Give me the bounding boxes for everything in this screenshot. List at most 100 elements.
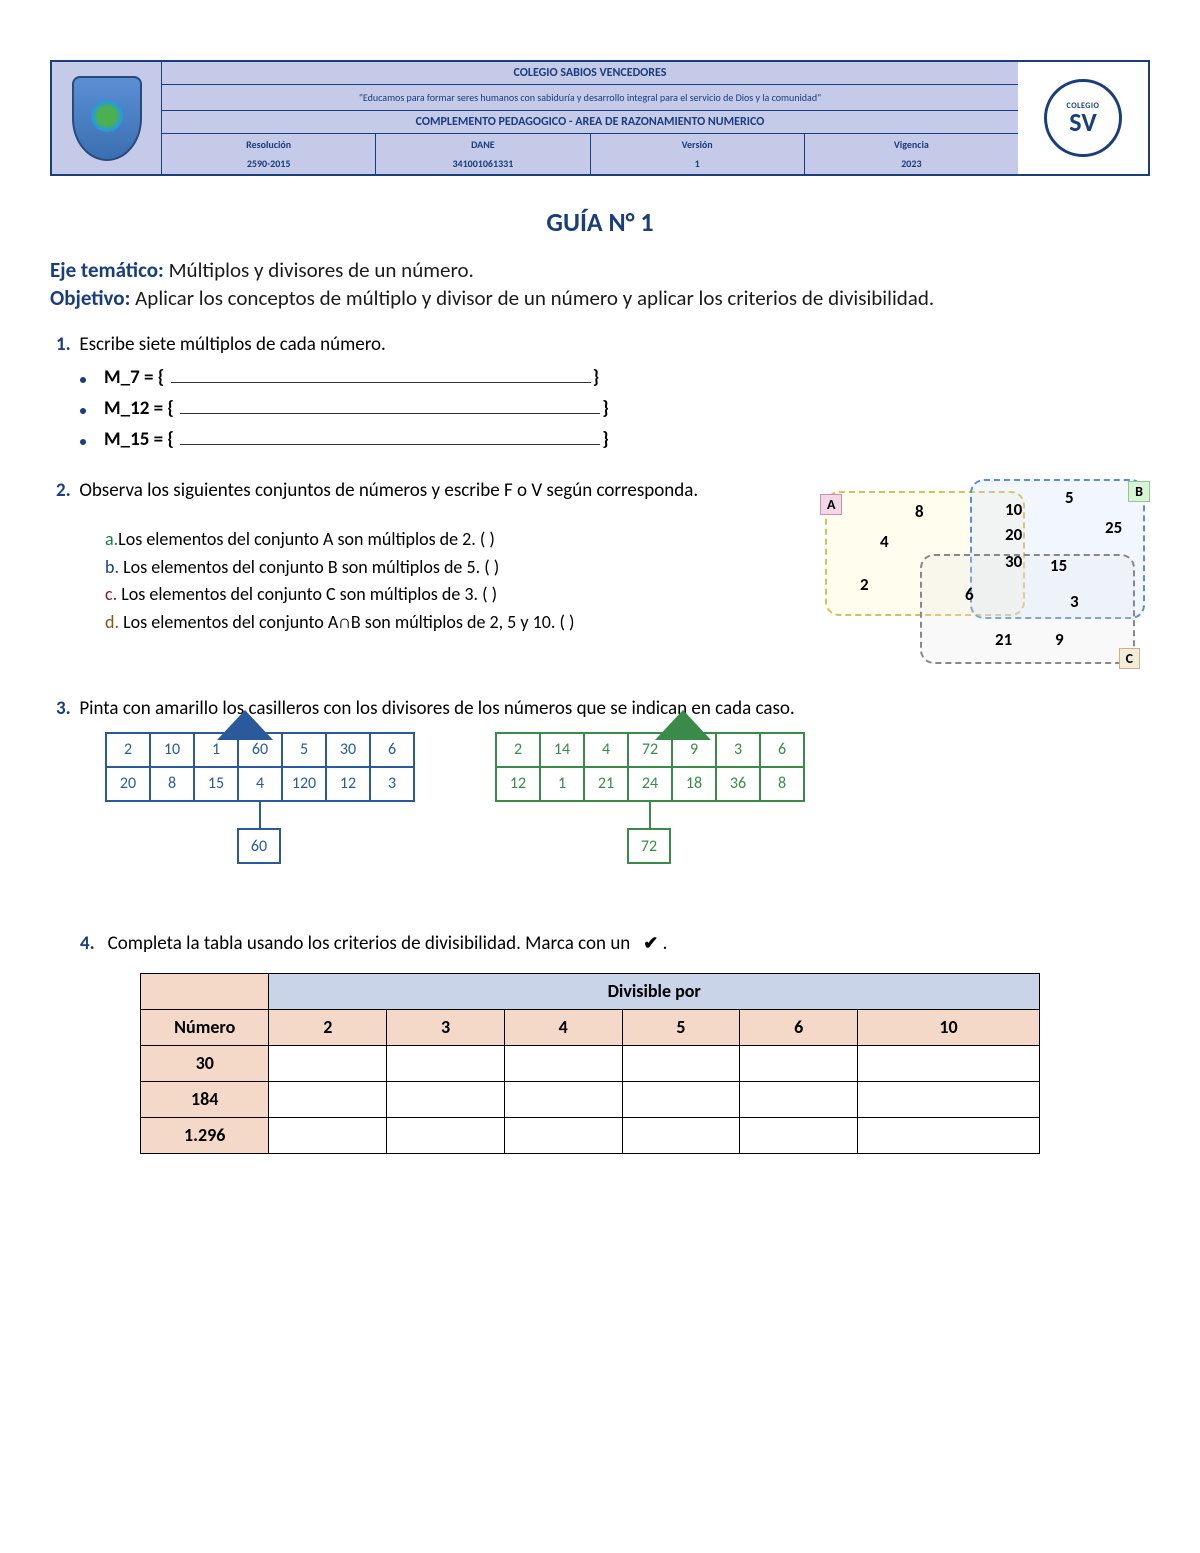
divisibility-cell[interactable] [387, 1045, 505, 1081]
grid-cell[interactable]: 12 [326, 767, 370, 801]
divisor-col-header: 6 [740, 1009, 858, 1045]
grid-cell[interactable]: 2 [496, 733, 540, 767]
divisible-por-header: Divisible por [269, 973, 1040, 1009]
m7-blank[interactable] [171, 367, 591, 383]
grid-cell[interactable]: 30 [326, 733, 370, 767]
grid-cell[interactable]: 12 [496, 767, 540, 801]
grid-cell[interactable]: 15 [194, 767, 238, 801]
divisor-col-header: 4 [504, 1009, 622, 1045]
grid-cell[interactable]: 10 [150, 733, 194, 767]
divisibility-cell[interactable] [504, 1117, 622, 1153]
divisor-grid-60: 2101605306208154120123 60 [105, 732, 415, 864]
grid-cell[interactable]: 36 [716, 767, 760, 801]
m15-blank[interactable] [180, 429, 600, 445]
objetivo-text: Aplicar los conceptos de múltiplo y divi… [130, 285, 934, 311]
grid-cell[interactable]: 20 [106, 767, 150, 801]
divisibility-cell[interactable] [387, 1117, 505, 1153]
q2-text: Observa los siguientes conjuntos de núme… [79, 479, 698, 502]
brace-close: } [602, 397, 609, 420]
q2d-letter: d. [105, 611, 119, 633]
venn-number: 9 [1055, 629, 1064, 650]
q2b-letter: b. [105, 556, 119, 578]
brace-close: } [593, 366, 600, 389]
venn-label-c: C [1119, 648, 1140, 669]
venn-number: 5 [1065, 487, 1074, 508]
divisibility-cell[interactable] [269, 1117, 387, 1153]
grid-cell[interactable]: 21 [584, 767, 628, 801]
divisibility-cell[interactable] [504, 1045, 622, 1081]
triangle-icon [217, 710, 273, 740]
school-motto: "Educamos para formar seres humanos con … [162, 85, 1018, 111]
vigencia-label: Vigencia [809, 138, 1014, 151]
intro-block: Eje temático: Múltiplos y divisores de u… [50, 256, 1150, 313]
divisibility-cell[interactable] [740, 1045, 858, 1081]
question-2: 2. Observa los siguientes conjuntos de n… [50, 479, 1150, 669]
bullet-icon [80, 408, 86, 414]
divisibility-cell[interactable] [740, 1117, 858, 1153]
question-3: 3. Pinta con amarillo los casilleros con… [50, 697, 1150, 864]
resolucion-label: Resolución [166, 138, 371, 151]
divisibility-cell[interactable] [387, 1081, 505, 1117]
m12-label: M_12 = { [104, 397, 174, 420]
grid-cell[interactable]: 4 [584, 733, 628, 767]
grid-cell[interactable]: 8 [760, 767, 804, 801]
version-value: 1 [595, 157, 800, 170]
q3-number: 3. [56, 697, 71, 720]
grid-cell[interactable]: 4 [238, 767, 282, 801]
grid-cell[interactable]: 6 [370, 733, 414, 767]
m15-label: M_15 = { [104, 428, 174, 451]
grid-cell[interactable]: 6 [760, 733, 804, 767]
divisibility-cell[interactable] [858, 1117, 1040, 1153]
q2a-letter: a. [105, 528, 118, 550]
q2a-text: Los elementos del conjunto A son múltipl… [118, 528, 495, 550]
divisibility-cell[interactable] [740, 1081, 858, 1117]
m12-blank[interactable] [180, 398, 600, 414]
divisor-col-header: 10 [858, 1009, 1040, 1045]
divisor-col-header: 3 [387, 1009, 505, 1045]
divisibility-cell[interactable] [269, 1081, 387, 1117]
q2b-text: Los elementos del conjunto B son múltipl… [119, 556, 499, 578]
divisibility-cell[interactable] [269, 1045, 387, 1081]
q1-number: 1. [56, 333, 71, 356]
venn-diagram: A B C 8425102025301563219 [820, 479, 1150, 669]
venn-number: 8 [915, 501, 924, 522]
grid-cell[interactable]: 24 [628, 767, 672, 801]
venn-number: 4 [880, 531, 889, 552]
school-name: COLEGIO SABIOS VENCEDORES [162, 62, 1018, 85]
grid-cell[interactable]: 2 [106, 733, 150, 767]
divisibility-cell[interactable] [622, 1117, 740, 1153]
bullet-icon [80, 377, 86, 383]
venn-number: 10 [1005, 499, 1022, 520]
grid-cell[interactable]: 1 [540, 767, 584, 801]
q1-text: Escribe siete múltiplos de cada número. [79, 333, 386, 356]
sv-logo-cell: COLEGIO SV [1018, 62, 1148, 174]
q2-sublist: a.Los elementos del conjunto A son múlti… [50, 526, 800, 638]
venn-number: 25 [1105, 517, 1122, 538]
sv-circle-logo: COLEGIO SV [1044, 79, 1122, 157]
venn-number: 30 [1005, 551, 1022, 572]
divisibility-cell[interactable] [622, 1045, 740, 1081]
grid-cell[interactable]: 3 [716, 733, 760, 767]
divisibility-cell[interactable] [858, 1045, 1040, 1081]
grid-cell[interactable]: 3 [370, 767, 414, 801]
divisibility-cell[interactable] [858, 1081, 1040, 1117]
root-number-60: 60 [237, 828, 281, 864]
table-corner [141, 973, 269, 1009]
version-label: Versión [595, 138, 800, 151]
brace-close: } [602, 428, 609, 451]
eje-label: Eje temático: [50, 257, 164, 283]
venn-number: 2 [860, 574, 869, 595]
dane-label: DANE [380, 138, 585, 151]
divisor-col-header: 2 [269, 1009, 387, 1045]
grid-cell[interactable]: 5 [282, 733, 326, 767]
divisibility-cell[interactable] [504, 1081, 622, 1117]
triangle-icon [655, 710, 711, 740]
grid-cell[interactable]: 8 [150, 767, 194, 801]
institution-header: COLEGIO SABIOS VENCEDORES "Educamos para… [50, 60, 1150, 176]
grid-cell[interactable]: 120 [282, 767, 326, 801]
divisibility-cell[interactable] [622, 1081, 740, 1117]
q2c-letter: c. [105, 583, 117, 605]
grid-cell[interactable]: 14 [540, 733, 584, 767]
venn-number: 20 [1005, 524, 1022, 545]
grid-cell[interactable]: 18 [672, 767, 716, 801]
